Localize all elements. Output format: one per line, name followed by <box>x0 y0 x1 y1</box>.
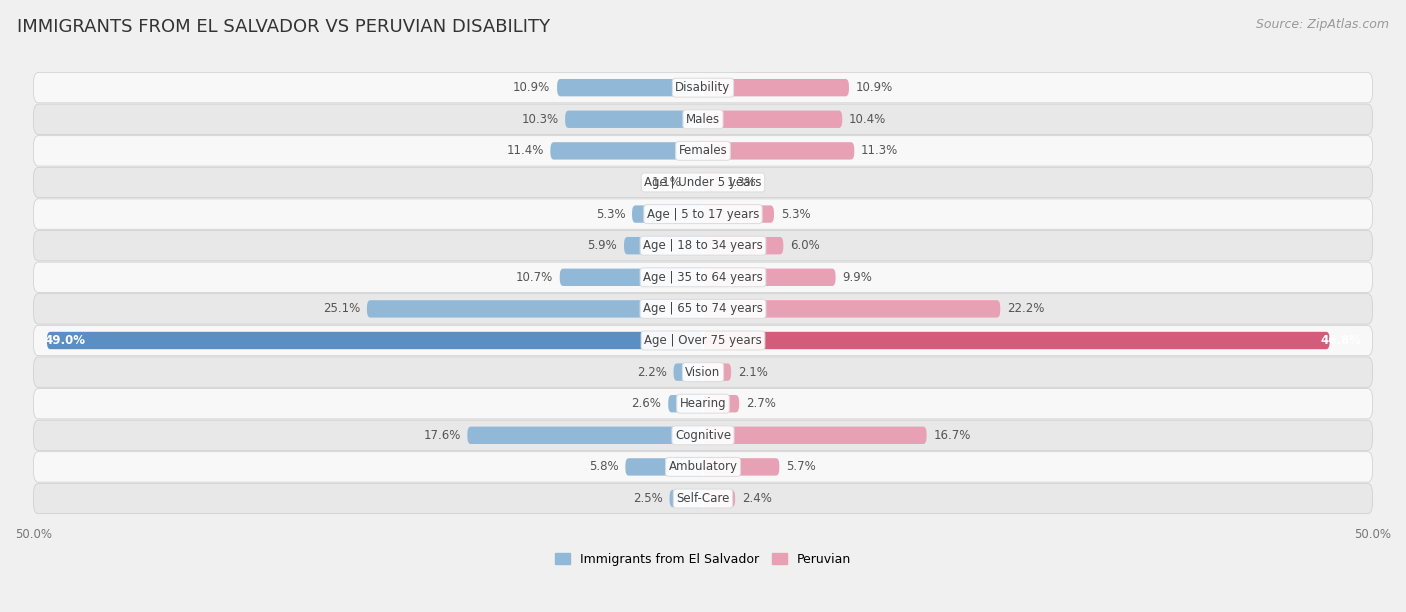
Text: Females: Females <box>679 144 727 157</box>
Text: Hearing: Hearing <box>679 397 727 410</box>
FancyBboxPatch shape <box>624 237 703 255</box>
Text: 10.9%: 10.9% <box>513 81 550 94</box>
FancyBboxPatch shape <box>703 300 1000 318</box>
Text: 9.9%: 9.9% <box>842 271 872 284</box>
Text: 5.3%: 5.3% <box>780 207 810 220</box>
FancyBboxPatch shape <box>34 262 1372 293</box>
FancyBboxPatch shape <box>34 452 1372 482</box>
FancyBboxPatch shape <box>703 395 740 412</box>
Text: 1.1%: 1.1% <box>652 176 682 189</box>
FancyBboxPatch shape <box>557 79 703 96</box>
FancyBboxPatch shape <box>34 104 1372 135</box>
Text: 25.1%: 25.1% <box>323 302 360 315</box>
Text: 22.2%: 22.2% <box>1007 302 1045 315</box>
Text: 1.3%: 1.3% <box>727 176 756 189</box>
Text: 46.8%: 46.8% <box>1320 334 1362 347</box>
Text: 10.7%: 10.7% <box>516 271 553 284</box>
FancyBboxPatch shape <box>669 490 703 507</box>
Text: 6.0%: 6.0% <box>790 239 820 252</box>
Text: Males: Males <box>686 113 720 126</box>
FancyBboxPatch shape <box>34 231 1372 261</box>
Text: IMMIGRANTS FROM EL SALVADOR VS PERUVIAN DISABILITY: IMMIGRANTS FROM EL SALVADOR VS PERUVIAN … <box>17 18 550 36</box>
FancyBboxPatch shape <box>34 420 1372 450</box>
FancyBboxPatch shape <box>703 174 720 191</box>
FancyBboxPatch shape <box>626 458 703 476</box>
FancyBboxPatch shape <box>565 111 703 128</box>
FancyBboxPatch shape <box>689 174 703 191</box>
FancyBboxPatch shape <box>668 395 703 412</box>
Text: Age | 5 to 17 years: Age | 5 to 17 years <box>647 207 759 220</box>
Text: Cognitive: Cognitive <box>675 429 731 442</box>
FancyBboxPatch shape <box>550 142 703 160</box>
Text: Self-Care: Self-Care <box>676 492 730 505</box>
Text: 16.7%: 16.7% <box>934 429 970 442</box>
Text: Age | 18 to 34 years: Age | 18 to 34 years <box>643 239 763 252</box>
Text: 5.8%: 5.8% <box>589 460 619 474</box>
Text: Age | Under 5 years: Age | Under 5 years <box>644 176 762 189</box>
FancyBboxPatch shape <box>34 294 1372 324</box>
Text: 49.0%: 49.0% <box>44 334 86 347</box>
FancyBboxPatch shape <box>703 79 849 96</box>
Text: Source: ZipAtlas.com: Source: ZipAtlas.com <box>1256 18 1389 31</box>
Text: 2.2%: 2.2% <box>637 365 666 379</box>
Text: 5.9%: 5.9% <box>588 239 617 252</box>
FancyBboxPatch shape <box>560 269 703 286</box>
FancyBboxPatch shape <box>703 142 855 160</box>
FancyBboxPatch shape <box>34 136 1372 166</box>
Text: 2.1%: 2.1% <box>738 365 768 379</box>
Text: Age | Over 75 years: Age | Over 75 years <box>644 334 762 347</box>
FancyBboxPatch shape <box>703 427 927 444</box>
FancyBboxPatch shape <box>673 364 703 381</box>
Text: 10.9%: 10.9% <box>856 81 893 94</box>
FancyBboxPatch shape <box>703 332 1330 349</box>
Text: 2.7%: 2.7% <box>745 397 776 410</box>
Text: Age | 35 to 64 years: Age | 35 to 64 years <box>643 271 763 284</box>
FancyBboxPatch shape <box>34 483 1372 513</box>
Text: 11.4%: 11.4% <box>506 144 544 157</box>
Text: 2.5%: 2.5% <box>633 492 662 505</box>
FancyBboxPatch shape <box>703 206 773 223</box>
FancyBboxPatch shape <box>703 237 783 255</box>
FancyBboxPatch shape <box>703 364 731 381</box>
FancyBboxPatch shape <box>34 389 1372 419</box>
Text: 2.4%: 2.4% <box>742 492 772 505</box>
Text: 5.3%: 5.3% <box>596 207 626 220</box>
Text: 11.3%: 11.3% <box>860 144 898 157</box>
FancyBboxPatch shape <box>703 111 842 128</box>
Legend: Immigrants from El Salvador, Peruvian: Immigrants from El Salvador, Peruvian <box>550 548 856 571</box>
FancyBboxPatch shape <box>467 427 703 444</box>
FancyBboxPatch shape <box>34 72 1372 103</box>
Text: 10.4%: 10.4% <box>849 113 886 126</box>
FancyBboxPatch shape <box>34 167 1372 198</box>
FancyBboxPatch shape <box>46 332 703 349</box>
FancyBboxPatch shape <box>34 199 1372 230</box>
Text: Age | 65 to 74 years: Age | 65 to 74 years <box>643 302 763 315</box>
Text: 10.3%: 10.3% <box>522 113 558 126</box>
Text: 17.6%: 17.6% <box>423 429 461 442</box>
FancyBboxPatch shape <box>703 269 835 286</box>
FancyBboxPatch shape <box>633 206 703 223</box>
FancyBboxPatch shape <box>703 490 735 507</box>
Text: 2.6%: 2.6% <box>631 397 661 410</box>
Text: Ambulatory: Ambulatory <box>668 460 738 474</box>
FancyBboxPatch shape <box>703 458 779 476</box>
FancyBboxPatch shape <box>367 300 703 318</box>
Text: 5.7%: 5.7% <box>786 460 815 474</box>
Text: Vision: Vision <box>685 365 721 379</box>
FancyBboxPatch shape <box>34 357 1372 387</box>
Text: Disability: Disability <box>675 81 731 94</box>
FancyBboxPatch shape <box>34 326 1372 356</box>
